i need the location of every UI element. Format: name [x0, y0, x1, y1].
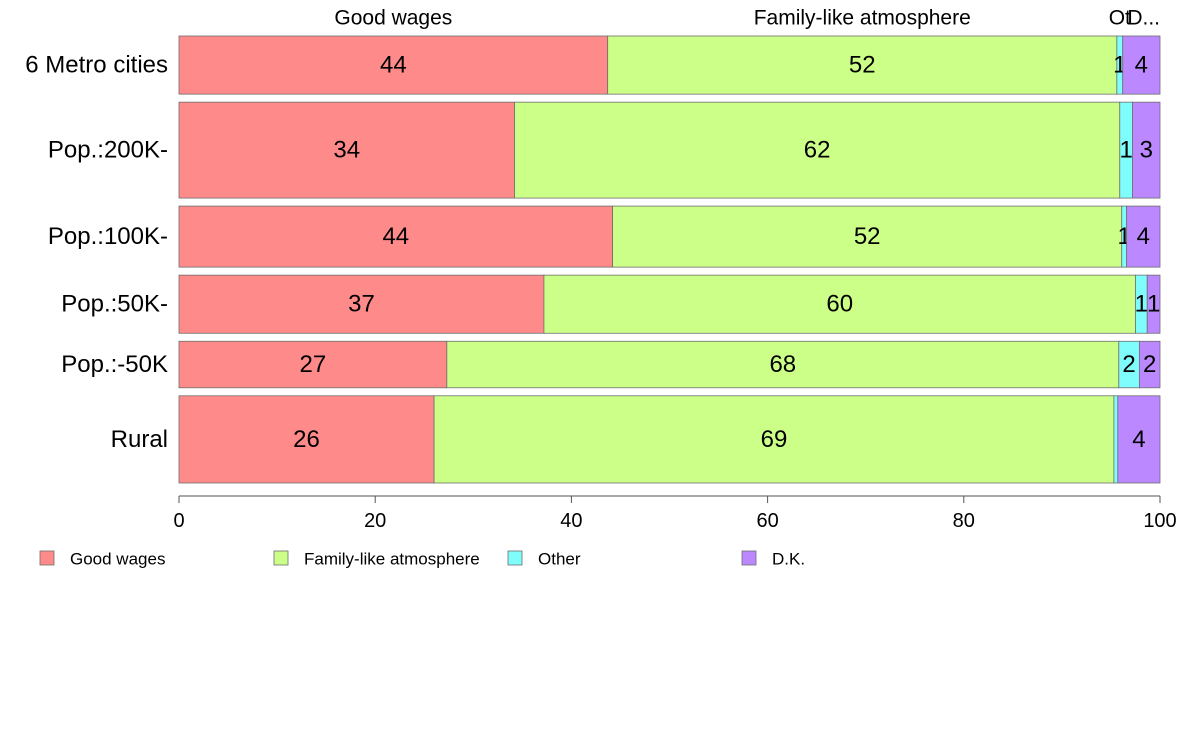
legend-swatch [273, 550, 289, 566]
x-tick-label: 60 [756, 510, 778, 532]
data-label: 1 [1135, 291, 1148, 318]
data-label: 44 [382, 223, 409, 250]
legend-label: Family-like atmosphere [304, 550, 480, 569]
category-label: Rural [111, 426, 168, 453]
legend-swatch [39, 550, 55, 566]
category-label: Pop.:200K- [48, 137, 168, 164]
legend-label: Good wages [70, 550, 165, 569]
bar-segment [178, 101, 515, 199]
data-label: 26 [293, 426, 320, 453]
bar-segment [1126, 205, 1161, 268]
bar-segment [178, 205, 614, 268]
series-top-label: Family-like atmosphere [754, 7, 971, 30]
bar-segment [178, 35, 609, 95]
data-label: 3 [1140, 137, 1153, 164]
data-label: 1 [1147, 291, 1160, 318]
x-tick-label: 100 [1143, 510, 1176, 532]
data-label: 2 [1143, 351, 1156, 378]
bar-segment [178, 340, 448, 389]
data-label: 37 [348, 291, 375, 318]
bar-segment [178, 395, 435, 484]
series-top-label: D... [1127, 7, 1160, 30]
category-label: Pop.:50K- [61, 291, 168, 318]
data-label: 69 [761, 426, 788, 453]
data-label: 4 [1135, 52, 1148, 79]
data-label: 2 [1122, 351, 1135, 378]
data-label: 62 [804, 137, 831, 164]
legend-label: D.K. [772, 550, 805, 569]
data-label: 4 [1132, 426, 1145, 453]
data-label: 27 [300, 351, 327, 378]
bar-segment [1138, 340, 1161, 389]
bar-segment [1132, 101, 1161, 199]
legend-label: Other [538, 550, 581, 569]
bar-segment [446, 340, 1120, 389]
category-label: 6 Metro cities [25, 52, 168, 79]
bar-segment [607, 35, 1118, 95]
series-top-label: Good wages [334, 7, 452, 30]
bar-segment [1122, 35, 1161, 95]
legend-swatch [507, 550, 523, 566]
bar-segment [1113, 395, 1119, 484]
data-label: 52 [854, 223, 881, 250]
x-tick-label: 20 [364, 510, 386, 532]
x-tick-label: 40 [560, 510, 582, 532]
data-label: 44 [380, 52, 407, 79]
bar-segment [514, 101, 1121, 199]
x-tick-label: 80 [953, 510, 975, 532]
bar-segment [543, 274, 1136, 334]
legend-swatch [741, 550, 757, 566]
bar-segment [612, 205, 1123, 268]
data-label: 60 [826, 291, 853, 318]
data-label: 34 [333, 137, 360, 164]
data-label: 52 [849, 52, 876, 79]
bar-segment [433, 395, 1115, 484]
category-label: Pop.:100K- [48, 223, 168, 250]
series-top-label: Ot [1109, 7, 1131, 30]
data-label: 68 [769, 351, 796, 378]
bar-segment [178, 274, 545, 334]
data-label: 4 [1137, 223, 1150, 250]
bar-segment [1117, 395, 1161, 484]
data-label: 1 [1119, 137, 1132, 164]
bar-segment [1146, 274, 1161, 334]
x-tick-label: 0 [173, 510, 184, 532]
category-label: Pop.:-50K [61, 351, 168, 378]
